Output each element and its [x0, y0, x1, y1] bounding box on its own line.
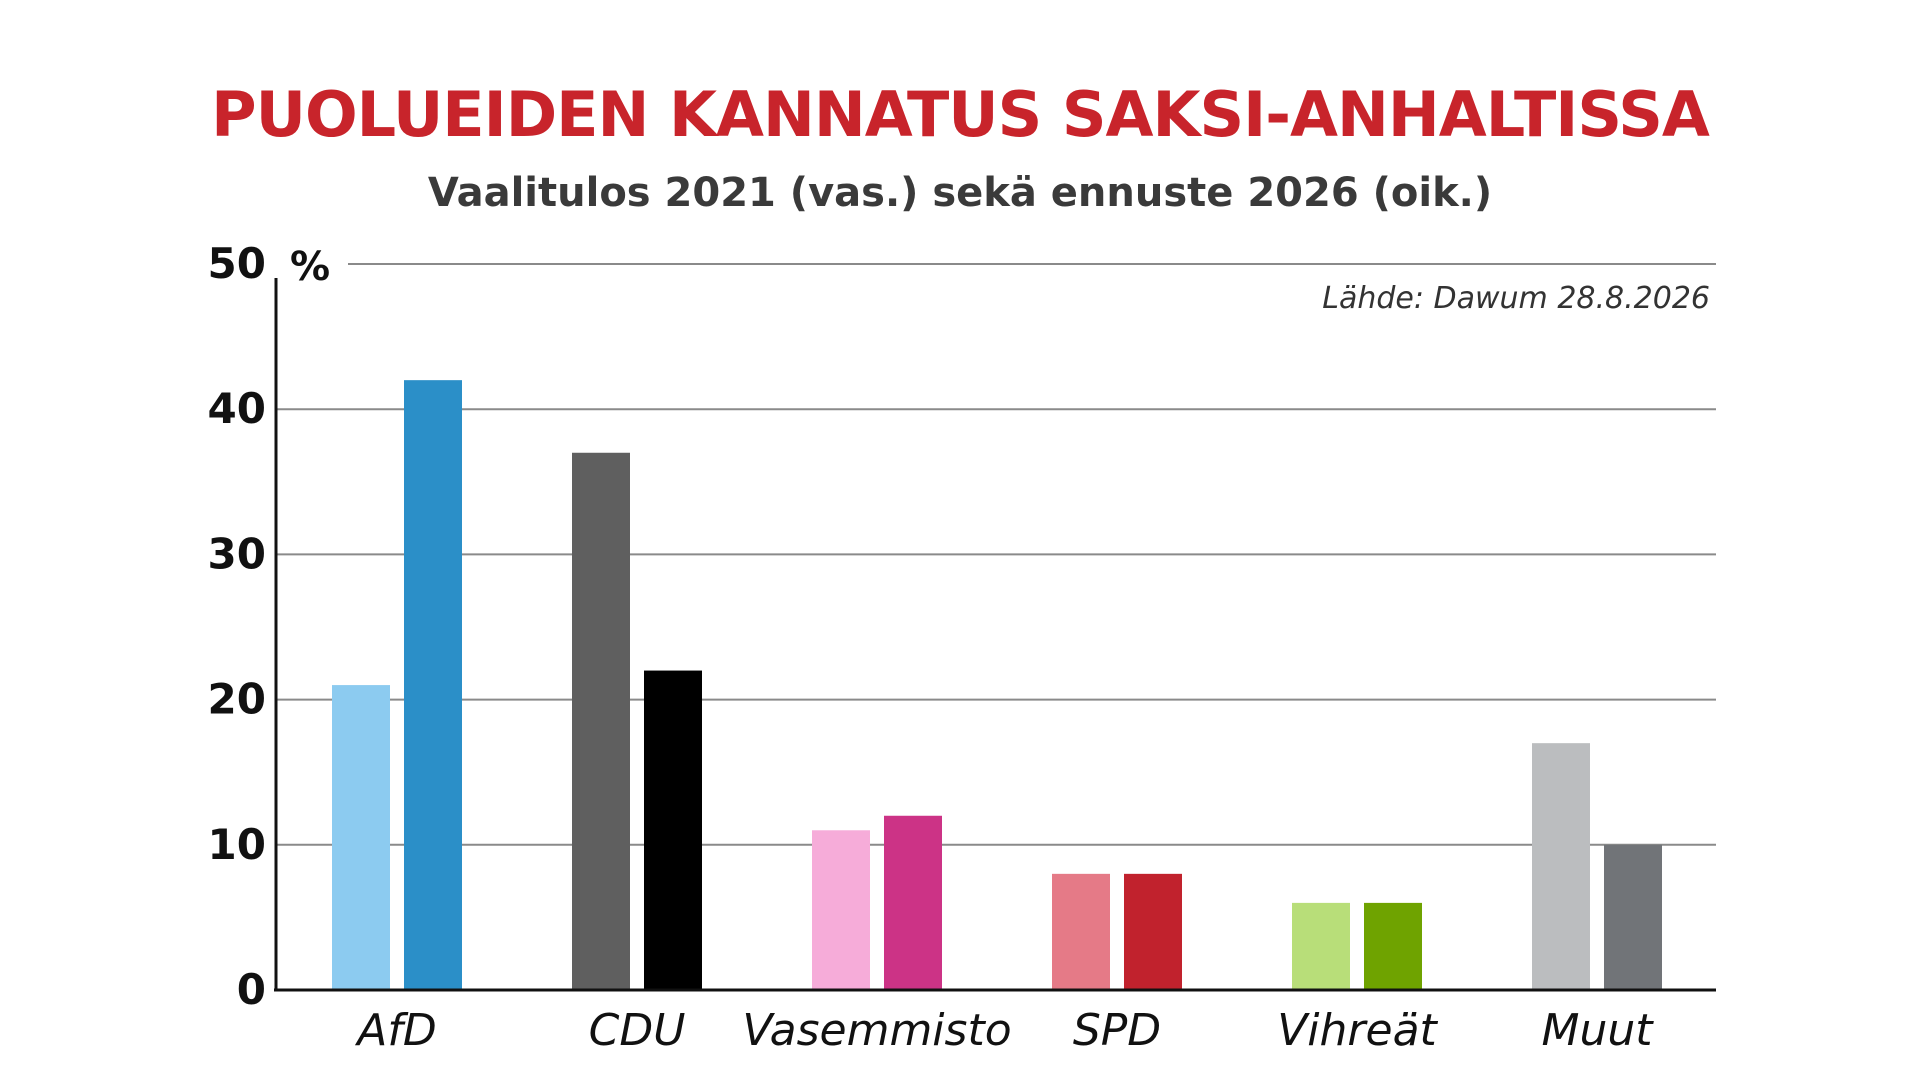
y-tick-label: 40: [208, 384, 266, 433]
gridlines: [276, 263, 1716, 846]
bar-vihreät-2026: [1364, 902, 1422, 990]
bar-muut-2021: [1532, 743, 1590, 990]
bar-afd-2021: [332, 685, 390, 990]
y-tick-label: 30: [208, 529, 266, 578]
x-tick-labels: AfD CDU Vasemmisto SPD Vihreät Muut: [354, 1005, 1654, 1056]
bar-afd-2026: [404, 380, 462, 990]
x-tick-label: Muut: [1542, 1005, 1655, 1056]
bar-cdu-2021: [572, 452, 630, 990]
bars: [332, 380, 1662, 990]
chart-subtitle: Vaalitulos 2021 (vas.) sekä ennuste 2026…: [427, 170, 1493, 216]
y-tick-label: 50: [208, 239, 266, 288]
x-tick-label: SPD: [1073, 1005, 1161, 1056]
y-tick-label: 20: [208, 675, 266, 724]
y-tick-labels: 0 10 20 30 40 50: [208, 239, 266, 1014]
x-tick-label: Vihreät: [1277, 1005, 1438, 1056]
y-tick-label: 0: [237, 965, 266, 1014]
y-tick-label: 10: [208, 820, 266, 869]
bar-muut-2026: [1604, 844, 1662, 990]
x-tick-label: CDU: [589, 1005, 686, 1056]
x-tick-label: AfD: [354, 1005, 436, 1056]
bar-vasemmisto-2026: [884, 815, 942, 990]
bar-spd-2021: [1052, 873, 1110, 990]
bar-vihreät-2021: [1292, 902, 1350, 990]
bar-vasemmisto-2021: [812, 830, 870, 990]
source-note: Lähde: Dawum 28.8.2026: [1322, 281, 1710, 316]
chart-title: PUOLUEIDEN KANNATUS SAKSI-ANHALTISSA: [211, 78, 1710, 151]
bar-cdu-2026: [644, 670, 702, 990]
axes: [274, 278, 1716, 992]
y-axis-unit: %: [290, 244, 330, 290]
x-tick-label: Vasemmisto: [742, 1005, 1011, 1056]
bar-spd-2026: [1124, 873, 1182, 990]
